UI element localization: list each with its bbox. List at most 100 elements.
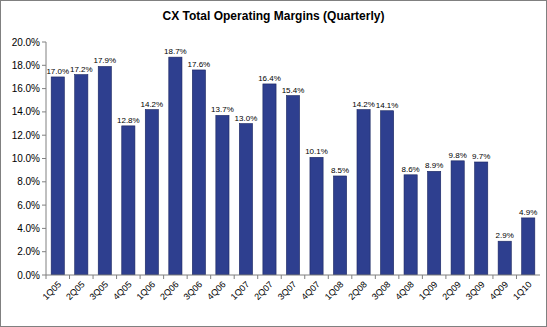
y-tick: [42, 135, 46, 136]
x-tick: [116, 275, 117, 279]
x-tick-label: 1Q10: [511, 279, 534, 302]
x-tick: [469, 275, 470, 279]
data-label: 8.9%: [425, 161, 443, 170]
x-tick-label: 2Q07: [252, 279, 275, 302]
x-tick-label: 4Q06: [205, 279, 228, 302]
bar: [498, 241, 511, 275]
data-label: 2.9%: [496, 231, 514, 240]
data-label: 10.1%: [305, 147, 328, 156]
x-tick-label: 2Q09: [440, 279, 463, 302]
x-tick-label: 2Q08: [346, 279, 369, 302]
y-tick: [42, 275, 46, 276]
bar: [169, 57, 182, 275]
bar: [216, 115, 229, 275]
bar: [122, 126, 135, 275]
bar: [75, 75, 88, 275]
y-tick-label: 20.0%: [12, 37, 40, 48]
bar: [404, 175, 417, 275]
x-tick-label: 2Q06: [158, 279, 181, 302]
y-tick: [42, 205, 46, 206]
y-tick: [42, 251, 46, 252]
x-tick-label: 1Q06: [135, 279, 158, 302]
data-label: 13.0%: [235, 114, 258, 123]
x-tick: [46, 275, 47, 279]
chart-frame: [1, 1, 547, 327]
data-label: 16.4%: [258, 74, 281, 83]
x-tick: [163, 275, 164, 279]
bar: [357, 110, 370, 275]
x-axis: 1Q052Q053Q054Q051Q062Q063Q064Q061Q072Q07…: [41, 275, 534, 302]
y-tick: [42, 111, 46, 112]
bar: [286, 96, 299, 275]
y-tick-label: 12.0%: [12, 130, 40, 141]
x-tick-label: 4Q05: [111, 279, 134, 302]
bar: [333, 176, 346, 275]
data-label: 17.2%: [70, 65, 93, 74]
data-label: 18.7%: [164, 47, 187, 56]
x-tick: [351, 275, 352, 279]
y-axis-line: [46, 42, 47, 275]
x-tick: [234, 275, 235, 279]
bar: [145, 110, 158, 275]
title: CX Total Operating Margins (Quarterly): [163, 9, 385, 23]
x-tick: [398, 275, 399, 279]
x-tick-label: 3Q06: [182, 279, 205, 302]
y-tick: [42, 158, 46, 159]
x-tick: [492, 275, 493, 279]
y-tick: [42, 181, 46, 182]
x-tick-label: 4Q07: [299, 279, 322, 302]
bar: [522, 218, 535, 275]
bar: [192, 70, 205, 275]
bar: [428, 171, 441, 275]
bar: [98, 66, 111, 275]
x-tick-label: 1Q09: [417, 279, 440, 302]
y-tick-label: 6.0%: [17, 200, 40, 211]
x-tick: [281, 275, 282, 279]
bar: [310, 157, 323, 275]
data-label: 17.6%: [188, 60, 211, 69]
y-tick-label: 14.0%: [12, 106, 40, 117]
x-tick: [140, 275, 141, 279]
data-label: 14.1%: [376, 101, 399, 110]
x-tick-label: 1Q08: [323, 279, 346, 302]
data-label: 17.0%: [46, 67, 69, 76]
x-tick-label: 3Q09: [464, 279, 487, 302]
bar: [263, 84, 276, 275]
x-tick: [422, 275, 423, 279]
x-tick-label: 1Q07: [229, 279, 252, 302]
data-label: 4.9%: [519, 208, 537, 217]
x-tick-label: 3Q08: [370, 279, 393, 302]
x-axis-line: [46, 275, 540, 276]
data-label: 13.7%: [211, 105, 234, 114]
x-tick: [69, 275, 70, 279]
bar: [51, 77, 64, 275]
y-tick-label: 10.0%: [12, 153, 40, 164]
chart: CX Total Operating Margins (Quarterly)0.…: [0, 0, 547, 327]
x-tick-label: 4Q08: [393, 279, 416, 302]
y-tick-label: 16.0%: [12, 83, 40, 94]
x-tick-label: 1Q05: [41, 279, 64, 302]
y-axis: 0.0%2.0%4.0%6.0%8.0%10.0%12.0%14.0%16.0%…: [12, 37, 46, 281]
x-tick: [516, 275, 517, 279]
x-tick: [304, 275, 305, 279]
x-tick: [328, 275, 329, 279]
data-label: 8.6%: [402, 165, 420, 174]
x-tick-label: 2Q05: [64, 279, 87, 302]
x-tick: [445, 275, 446, 279]
y-tick-label: 4.0%: [17, 223, 40, 234]
bar: [381, 111, 394, 275]
data-label: 9.8%: [449, 151, 467, 160]
x-tick: [257, 275, 258, 279]
x-tick: [187, 275, 188, 279]
data-label: 17.9%: [93, 56, 116, 65]
bar: [475, 162, 488, 275]
data-label: 14.2%: [141, 100, 164, 109]
data-labels: 17.0%17.2%17.9%12.8%14.2%18.7%17.6%13.7%…: [46, 47, 537, 240]
bar: [451, 161, 464, 275]
x-tick-label: 3Q07: [276, 279, 299, 302]
data-label: 15.4%: [282, 86, 305, 95]
data-label: 14.2%: [352, 100, 375, 109]
y-tick-label: 8.0%: [17, 176, 40, 187]
x-tick-label: 4Q09: [487, 279, 510, 302]
y-tick-label: 2.0%: [17, 246, 40, 257]
